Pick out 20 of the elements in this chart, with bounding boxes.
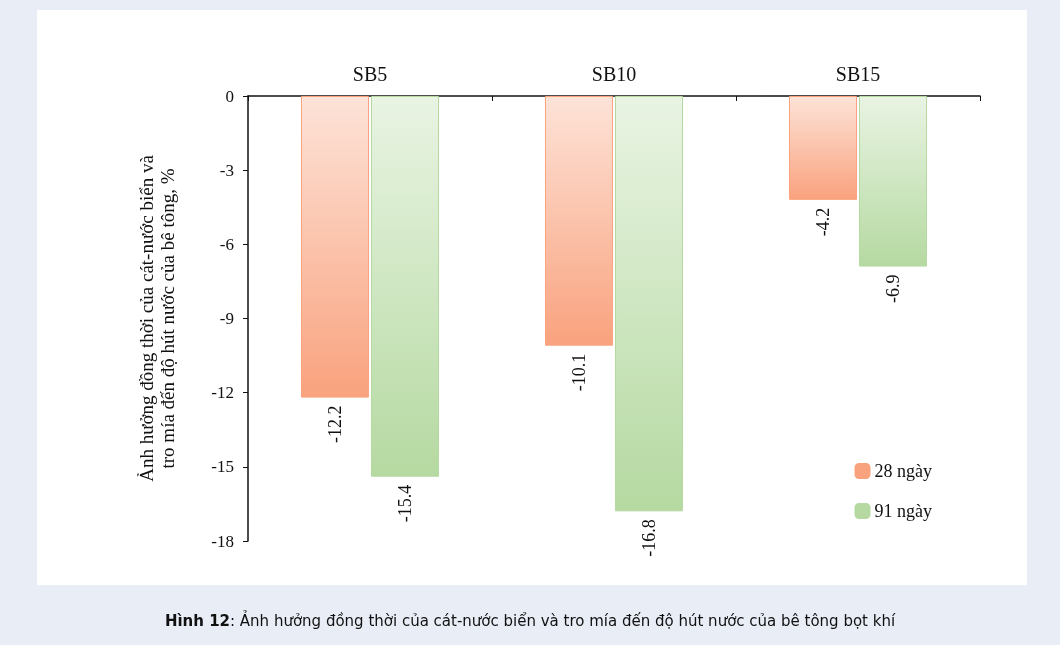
y-tick-label: -15 — [211, 457, 234, 477]
legend-label: 28 ngày — [874, 461, 933, 481]
data-label: -16.8 — [639, 519, 660, 557]
x-tick-label: SB15 — [835, 63, 881, 85]
data-label: -10.1 — [568, 353, 589, 392]
y-tick-label: -3 — [219, 160, 234, 180]
y-tick-label: -18 — [211, 531, 234, 551]
data-label: -6.9 — [883, 274, 904, 304]
data-label: -15.4 — [395, 484, 416, 523]
y-tick-label: -9 — [219, 309, 234, 328]
legend-label: 91 ngày — [874, 501, 933, 521]
x-tick-label: SB10 — [591, 63, 637, 85]
text: Hình 12: Ảnh hưởng đồng thời của cát-nước biển và tro mía đến độ hút nước của bê tông bọt khí — [163, 612, 897, 630]
y-axis-title: Ảnh hưởng đồng thời của cát-nước biển và tro mía đến độ hút nước của bê tông, % — [136, 154, 178, 482]
y-tick-label: 0 — [225, 86, 234, 106]
x-tick-label: SB5 — [352, 63, 388, 85]
data-label: -12.2 — [324, 405, 345, 444]
y-tick-label: -12 — [211, 383, 234, 403]
data-label: -4.2 — [812, 207, 833, 237]
y-tick-label: -6 — [219, 234, 234, 254]
